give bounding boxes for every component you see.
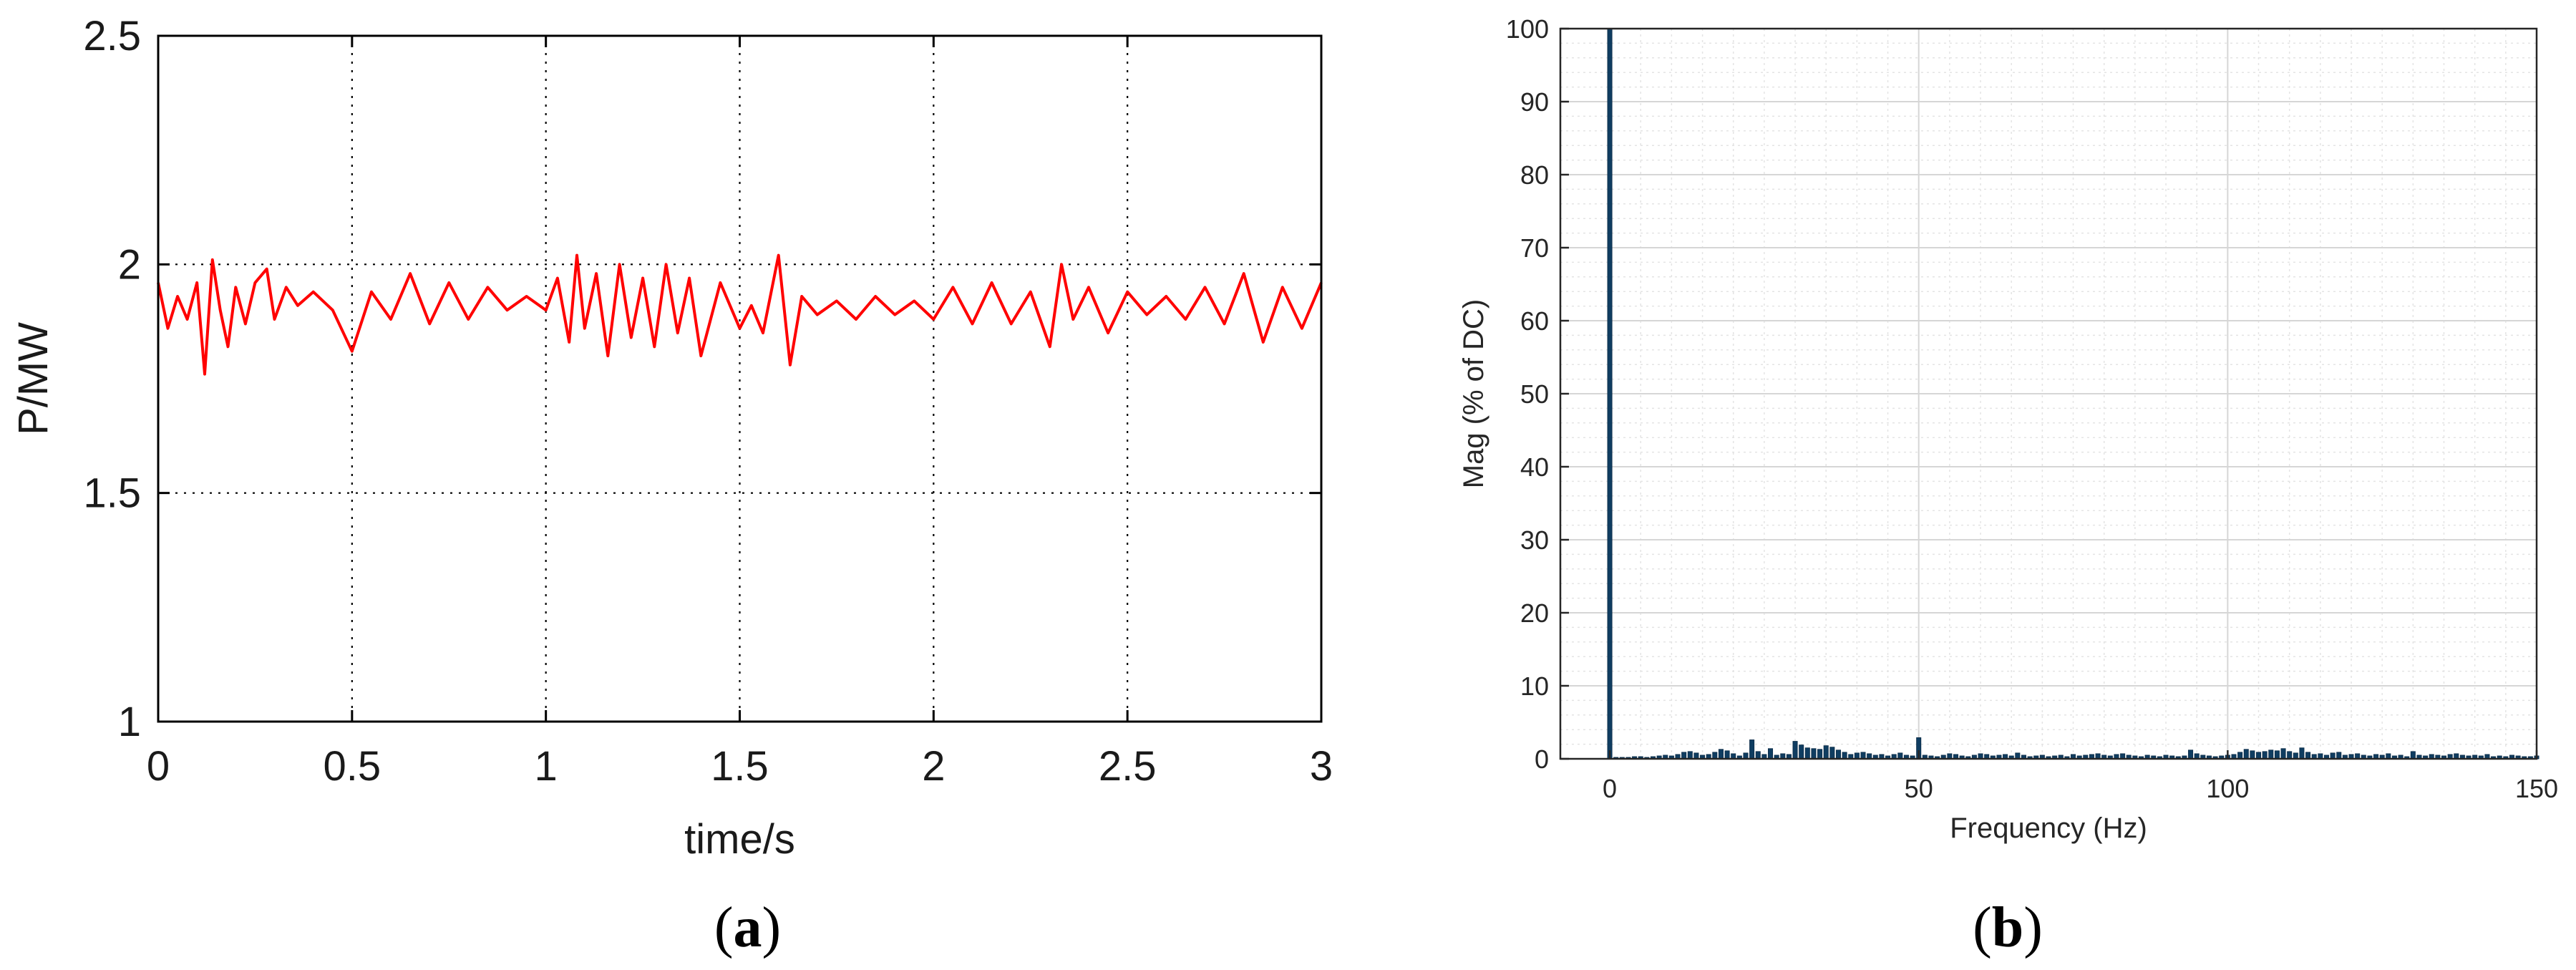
spectrum-bar <box>2262 751 2268 760</box>
spectrum-bar <box>1842 752 1847 760</box>
y-tick-label: 2.5 <box>83 13 141 59</box>
x-tick-label: 0 <box>1603 774 1617 803</box>
spectrum-bar <box>1823 745 1829 760</box>
spectrum-bar <box>2410 751 2416 760</box>
spectrum-bar <box>1724 750 1730 760</box>
bar-chart-panel-b: 0 50 100 150 0 10 20 30 40 50 60 70 80 90 100 Frequen… <box>1458 14 2558 959</box>
spectrum-bar <box>1712 752 1718 760</box>
spectrum-bar <box>1755 751 1761 760</box>
plot-frame <box>157 34 1323 723</box>
y-axis-label: Mag (% of DC) <box>1458 299 1489 489</box>
spectrum-bar <box>1607 28 1613 760</box>
y-tick-label: 40 <box>1520 452 1549 482</box>
spectrum-bar <box>1860 752 1866 760</box>
spectrum-bar <box>2299 747 2305 760</box>
y-tick-label: 1 <box>118 699 141 745</box>
grid-lines <box>158 36 1321 722</box>
x-tick-label: 3 <box>1310 743 1333 790</box>
y-tick-label: 50 <box>1520 379 1549 409</box>
spectrum-bar <box>1749 739 1755 760</box>
x-tick-label: 1 <box>535 743 558 790</box>
minor-grid-lines <box>1560 29 2537 759</box>
y-tick-label: 10 <box>1520 671 1549 701</box>
spectrum-bar <box>2250 750 2255 760</box>
x-tick-label: 100 <box>2206 774 2249 803</box>
x-axis-label: time/s <box>684 816 795 863</box>
series-lines <box>157 253 1323 376</box>
line-chart-panel-a: 0 0.5 1 1.5 2 2.5 3 1 1.5 2 2.5 time/s P/MW (a) <box>10 13 1333 959</box>
x-tick-label: 50 <box>1905 774 1933 803</box>
spectrum-bar <box>2243 749 2249 760</box>
x-tick-label: 2 <box>922 743 945 790</box>
y-tick-label: 20 <box>1520 598 1549 628</box>
y-tick-label: 60 <box>1520 306 1549 336</box>
spectrum-bar <box>1799 745 1804 760</box>
panel-letter: a <box>734 896 762 959</box>
spectrum-bar <box>1768 748 1774 760</box>
y-axis-label: P/MW <box>10 322 57 435</box>
spectrum-bar <box>2256 752 2262 760</box>
y-tick-label: 70 <box>1520 233 1549 263</box>
x-tick-label: 1.5 <box>711 743 769 790</box>
spectrum-bar <box>1792 741 1798 760</box>
spectrum-bar <box>2280 748 2286 760</box>
power-series-line <box>157 253 1323 376</box>
x-tick-label: 0.5 <box>324 743 381 790</box>
panel-label-b: (b) <box>1973 896 2043 959</box>
x-tick-label: 2.5 <box>1099 743 1157 790</box>
y-tick-label: 2 <box>118 241 141 288</box>
spectrum-bar <box>1835 750 1841 760</box>
tick-marks <box>157 34 1323 723</box>
panel-letter: b <box>1992 896 2024 959</box>
y-tick-label: 30 <box>1520 525 1549 555</box>
y-tick-label: 100 <box>1506 14 1549 44</box>
x-tick-labels: 0 0.5 1 1.5 2 2.5 3 <box>147 743 1333 790</box>
tick-marks <box>1560 27 2538 760</box>
x-axis-label: Frequency (Hz) <box>1950 813 2147 844</box>
spectrum-bar <box>1718 749 1724 760</box>
y-tick-labels: 0 10 20 30 40 50 60 70 80 90 100 <box>1506 14 1549 774</box>
spectrum-bar <box>1829 747 1835 760</box>
spectrum-bar <box>1804 747 1810 760</box>
y-tick-label: 0 <box>1535 745 1549 774</box>
y-tick-labels: 1 1.5 2 2.5 <box>83 13 141 745</box>
spectrum-bar <box>2336 752 2342 760</box>
x-tick-label: 150 <box>2515 774 2558 803</box>
y-tick-label: 90 <box>1520 87 1549 117</box>
spectrum-bar <box>1817 749 1823 760</box>
x-tick-label: 0 <box>147 743 170 790</box>
y-tick-label: 80 <box>1520 160 1549 190</box>
spectrum-bar <box>1811 748 1817 760</box>
spectrum-bar <box>2305 752 2311 760</box>
spectrum-bar <box>2268 750 2274 760</box>
spectrum-bar <box>1681 752 1687 760</box>
panel-label-a: (a) <box>714 896 781 959</box>
spectrum-bar <box>2237 752 2243 760</box>
y-tick-label: 1.5 <box>83 470 141 517</box>
spectrum-bar <box>2287 751 2293 760</box>
x-tick-labels: 0 50 100 150 <box>1603 774 2558 803</box>
spectrum-bar <box>2274 750 2280 760</box>
spectrum-bar <box>1687 751 1693 760</box>
spectrum-bar <box>2188 750 2194 760</box>
